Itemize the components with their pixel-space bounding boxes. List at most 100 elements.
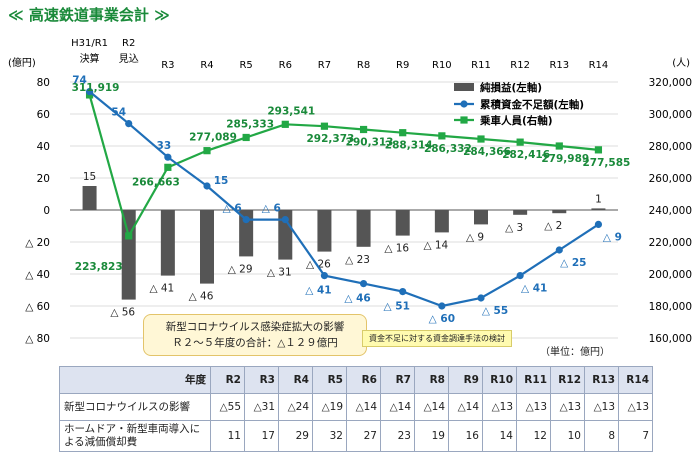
right-tick-label: 160,000 bbox=[649, 333, 692, 345]
table-cell: 16 bbox=[448, 420, 483, 452]
riders-point bbox=[164, 163, 172, 171]
cumulative-point bbox=[164, 153, 172, 161]
table-row: ホームドア・新型車両導入による減価償却費 11 17 29 32 27 23 19 16 14 12… bbox=[59, 420, 653, 452]
bar-label: △ 2 bbox=[544, 220, 562, 232]
riders-label: 292,373 bbox=[307, 133, 355, 145]
covid-impact-note: 新型コロナウイルス感染症拡大の影響 Ｒ２～５年度の合計：△１２９億円 bbox=[143, 314, 367, 356]
cumulative-point bbox=[203, 182, 211, 190]
legend-cumulative-label: 累積資金不足額(左軸) bbox=[480, 98, 584, 111]
category-label: R11 bbox=[471, 60, 491, 71]
riders-line bbox=[88, 94, 599, 239]
cumulative-label: 74 bbox=[72, 75, 87, 87]
table-cell: 32 bbox=[312, 420, 347, 452]
table-cell: △13 bbox=[482, 393, 517, 421]
bar-net-income bbox=[239, 210, 254, 257]
table-column-header: R2 bbox=[210, 366, 245, 394]
category-sublabel: 決算 bbox=[80, 52, 100, 65]
riders-point bbox=[438, 132, 446, 140]
note-line-2: Ｒ２～５年度の合計：△１２９億円 bbox=[172, 337, 338, 349]
right-tick-label: 260,000 bbox=[649, 173, 692, 185]
riders-point bbox=[320, 122, 329, 130]
table-cell: △19 bbox=[312, 393, 347, 421]
riders-label: 284,366 bbox=[463, 146, 511, 158]
table-row-label: ホームドア・新型車両導入による減価償却費 bbox=[59, 420, 211, 452]
cumulative-point bbox=[516, 272, 524, 280]
bar-label: △ 56 bbox=[110, 307, 135, 319]
bar-label: △ 29 bbox=[228, 263, 253, 275]
cumulative-point bbox=[399, 288, 407, 296]
table-cell: △13 bbox=[550, 393, 585, 421]
table-column-header: R10 bbox=[482, 366, 517, 394]
cumulative-label: △ 60 bbox=[429, 313, 455, 325]
table-cell: 29 bbox=[278, 420, 313, 452]
cumulative-label: △ 9 bbox=[603, 231, 622, 243]
riders-point bbox=[359, 125, 368, 134]
category-label: R5 bbox=[239, 60, 252, 71]
table-row: 新型コロナウイルスの影響 △55 △31 △24 △19 △14 △14 △14 △14 △13 △… bbox=[59, 393, 653, 421]
table-cell: 27 bbox=[346, 420, 381, 452]
category-label: R8 bbox=[357, 60, 370, 71]
cumulative-label: △ 55 bbox=[482, 305, 508, 317]
riders-point bbox=[516, 138, 524, 146]
riders-label: 293,541 bbox=[267, 105, 315, 117]
table-cell: △14 bbox=[346, 393, 381, 421]
cumulative-label: △ 41 bbox=[521, 283, 547, 295]
riders-point bbox=[242, 133, 250, 142]
table-header-label: 年度 bbox=[59, 366, 211, 394]
bar-net-income bbox=[160, 210, 175, 276]
page-title: ≪ 高速鉄道事業会計 ≫ bbox=[8, 6, 170, 24]
bar-net-income bbox=[317, 210, 332, 252]
bar-label: △ 31 bbox=[267, 267, 292, 279]
table-column-header: R14 bbox=[618, 366, 653, 394]
category-label: R2 bbox=[122, 38, 135, 49]
table-cell: 11 bbox=[210, 420, 245, 452]
chart: (億円) (人) 80 60 40 20 0 △ 20 △ 40 △ 60 △ 80 320,000 3… bbox=[8, 38, 692, 345]
bar-net-income bbox=[591, 208, 606, 210]
cumulative-point bbox=[555, 246, 563, 254]
left-tick-label: 80 bbox=[37, 77, 50, 89]
bar-net-income bbox=[395, 210, 410, 236]
cumulative-label: △ 51 bbox=[384, 301, 410, 313]
category-label: R14 bbox=[589, 60, 609, 71]
cumulative-point bbox=[85, 88, 94, 96]
bar-label: 1 bbox=[595, 193, 602, 205]
table-cell: 12 bbox=[516, 420, 551, 452]
category-label: R3 bbox=[161, 60, 174, 71]
bar-net-income bbox=[82, 186, 97, 210]
riders-label: 277,585 bbox=[583, 157, 631, 169]
category-label: R4 bbox=[200, 60, 213, 71]
bar-label: △ 23 bbox=[345, 254, 370, 266]
cumulative-label: 33 bbox=[157, 140, 172, 152]
table-column-header: R9 bbox=[448, 366, 483, 394]
cumulative-label: 15 bbox=[214, 175, 229, 187]
bar-net-income bbox=[434, 210, 449, 233]
category-label: R9 bbox=[396, 60, 409, 71]
table-column-header: R7 bbox=[380, 366, 415, 394]
table-column-header: R5 bbox=[312, 366, 347, 394]
riders-label: 279,989 bbox=[541, 153, 589, 165]
right-tick-label: 320,000 bbox=[649, 77, 692, 89]
riders-label: 277,089 bbox=[189, 132, 237, 144]
right-axis-label: (人) bbox=[672, 57, 690, 69]
table-column-header: R8 bbox=[414, 366, 449, 394]
table-cell: △14 bbox=[414, 393, 449, 421]
bar-label: △ 3 bbox=[505, 222, 523, 234]
bar-label: △ 9 bbox=[466, 231, 484, 243]
left-axis-label: (億円) bbox=[8, 56, 36, 69]
left-tick-label: △ 60 bbox=[25, 301, 50, 313]
category-sublabel: 見込 bbox=[119, 53, 139, 65]
table-column-header: R6 bbox=[346, 366, 381, 394]
table-cell: △14 bbox=[380, 393, 415, 421]
right-tick-label: 280,000 bbox=[649, 141, 692, 153]
riders-point bbox=[477, 135, 485, 143]
bar-net-income bbox=[200, 210, 214, 284]
left-tick-label: 20 bbox=[37, 173, 50, 185]
table-cell: 17 bbox=[244, 420, 279, 452]
note-line-1: 新型コロナウイルス感染症拡大の影響 bbox=[165, 321, 345, 333]
riders-point bbox=[594, 146, 603, 154]
table-column-header: R4 bbox=[278, 366, 313, 394]
bar-net-income bbox=[552, 210, 567, 214]
table-cell: △31 bbox=[244, 393, 279, 421]
bar-net-income bbox=[278, 210, 293, 260]
riders-label: 290,313 bbox=[346, 136, 394, 148]
